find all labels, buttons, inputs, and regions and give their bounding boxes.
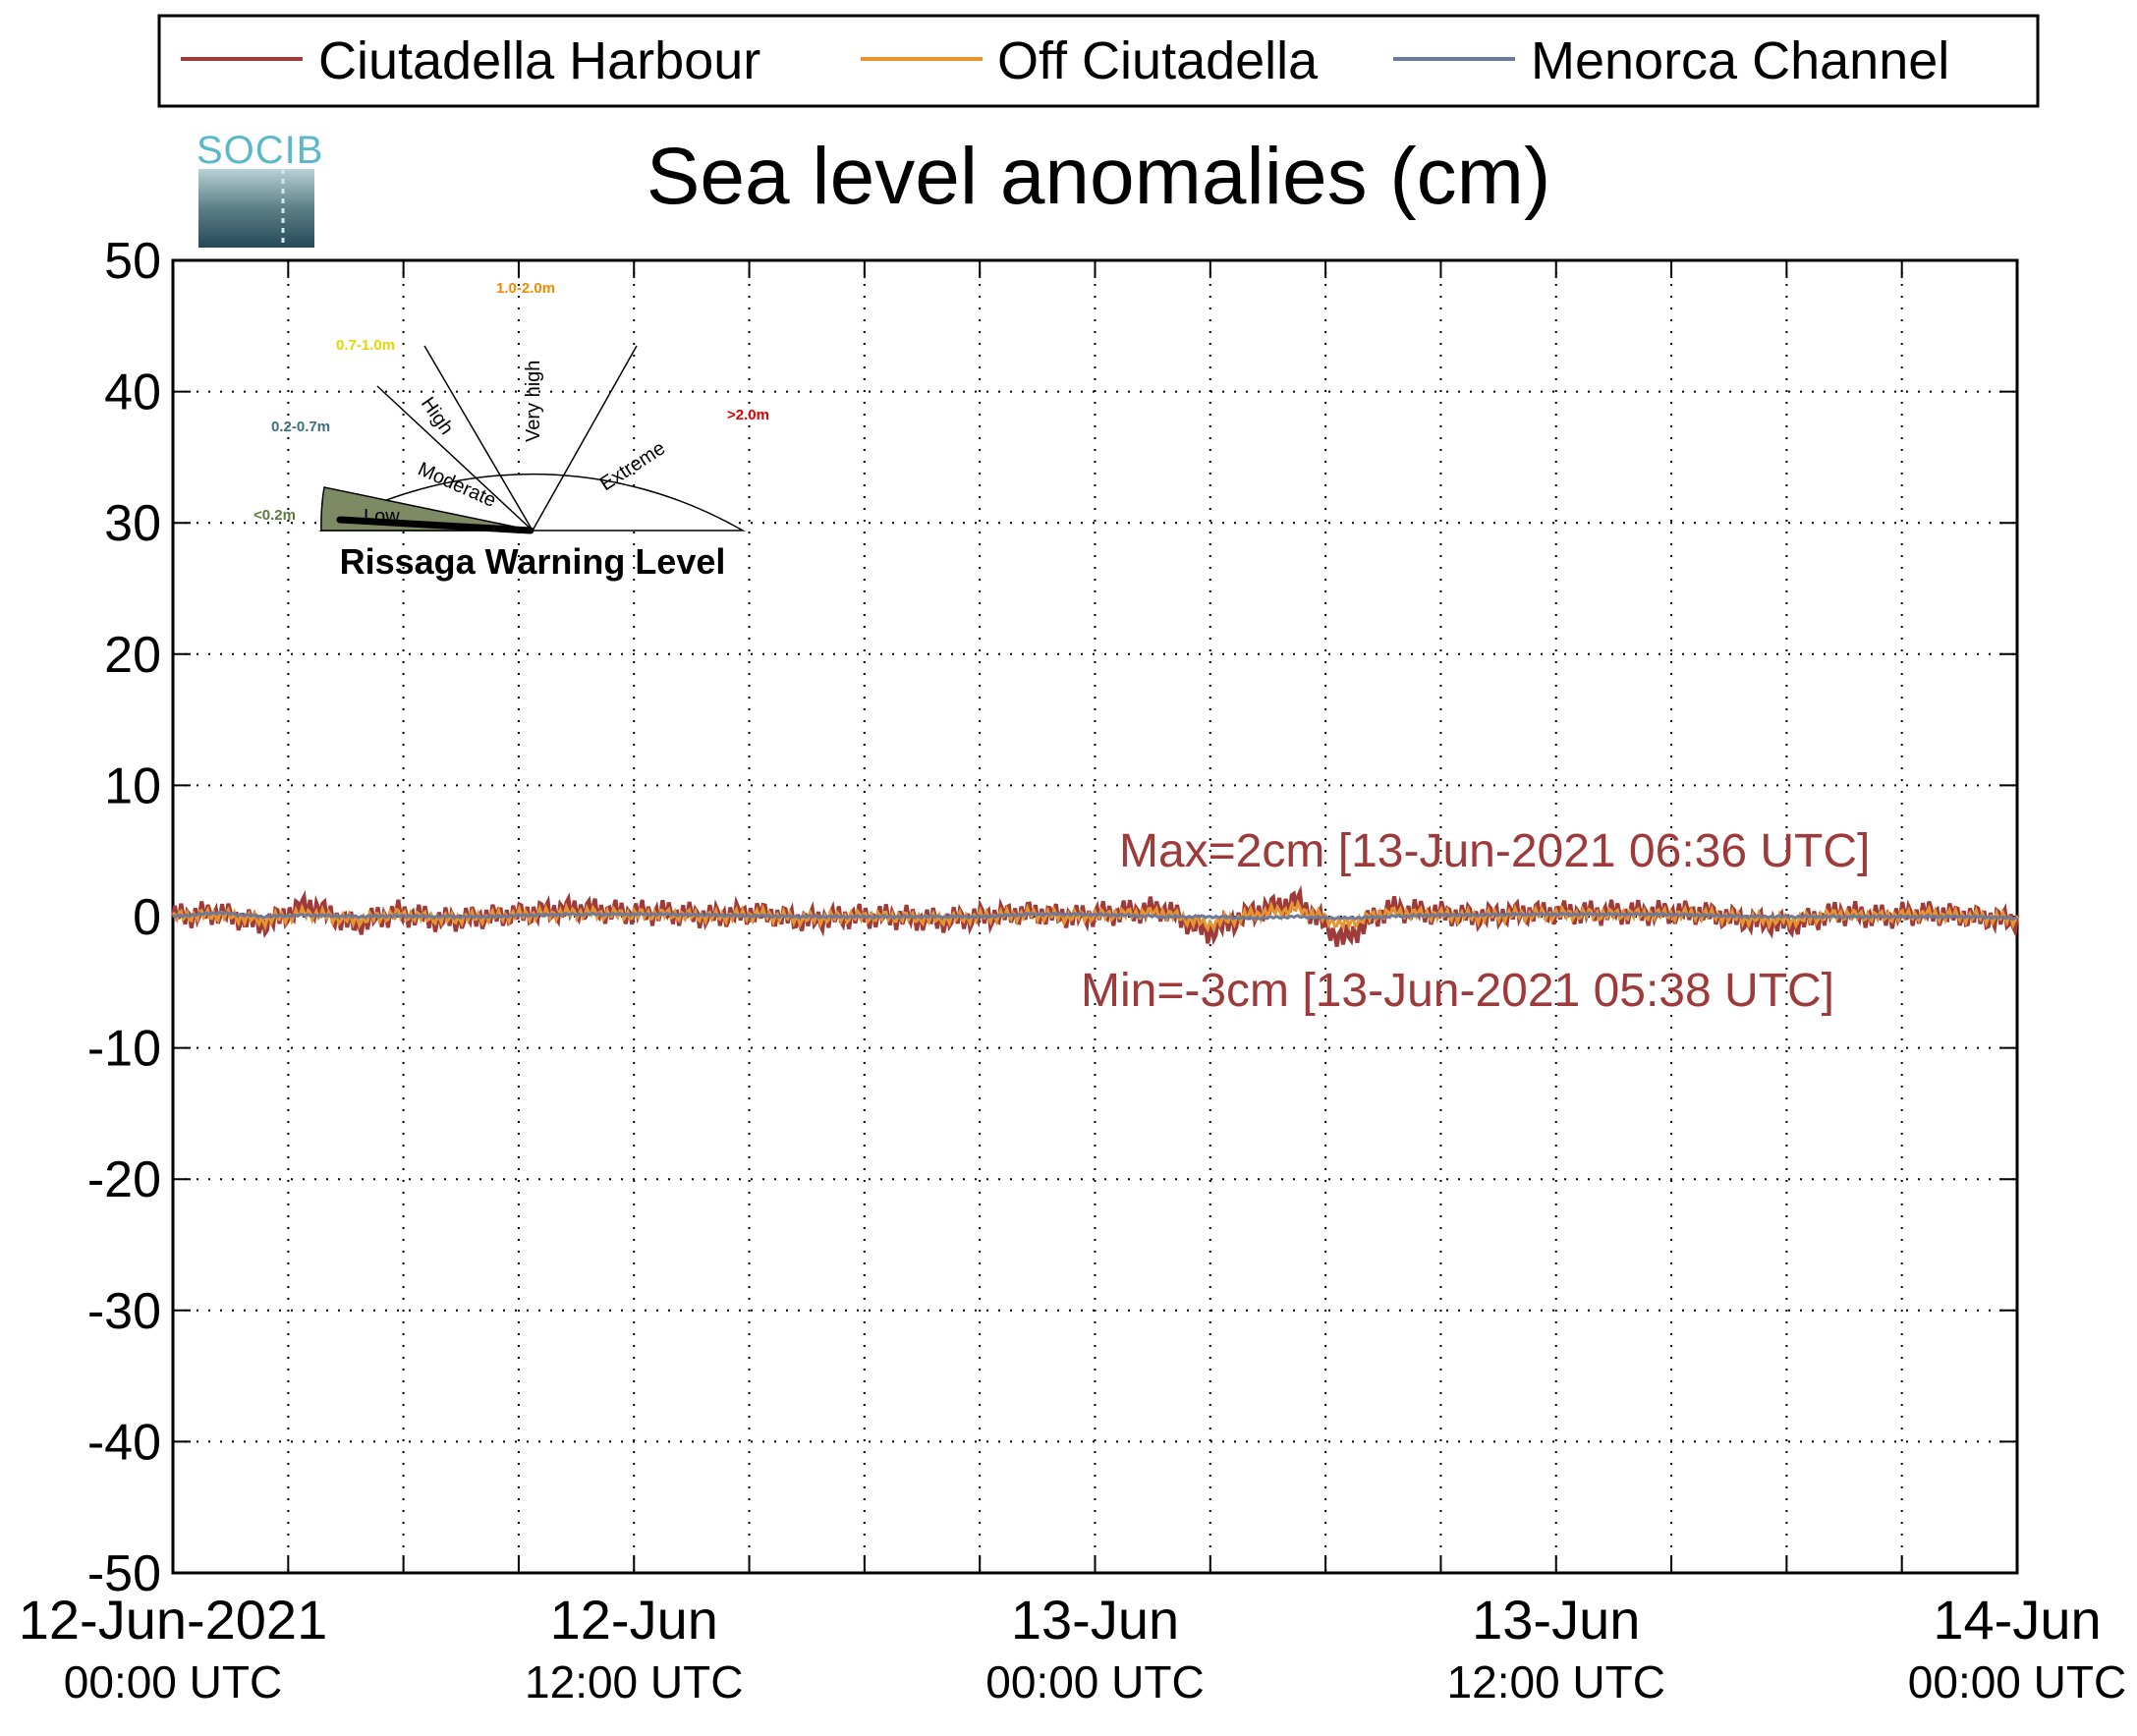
x-tick-label: 12-Jun [550,1589,718,1651]
x-tick-label: 14-Jun [1933,1589,2101,1651]
x-tick-sublabel: 12:00 UTC [525,1656,743,1708]
y-tick-label: 40 [104,364,161,421]
max-annotation: Max=2cm [13-Jun-2021 06:36 UTC] [1119,825,1870,877]
x-tick-label: 13-Jun [1011,1589,1179,1651]
y-tick-label: 0 [133,889,161,946]
gauge-range-moderate: 0.2-0.7m [271,419,330,435]
legend-box [157,14,2040,108]
legend-label-menorca-channel: Menorca Channel [1531,31,1949,90]
y-tick-label: 30 [104,495,161,552]
y-tick-label: 50 [104,233,161,290]
x-tick-label: 13-Jun [1472,1589,1640,1651]
y-tick-label: 20 [104,627,161,684]
y-tick-label: -50 [87,1545,161,1602]
gauge-range-low: <0.2m [253,507,296,524]
gauge-range-very-high: 1.0-2.0m [496,280,555,297]
socib-logo: SOCIB [197,129,323,248]
min-annotation: Min=-3cm [13-Jun-2021 05:38 UTC] [1081,965,1834,1017]
socib-logo-wave [198,169,314,248]
series-lines [171,884,2019,947]
x-tick-sublabel: 00:00 UTC [64,1656,282,1708]
legend-label-ciutadella-harbour: Ciutadella Harbour [318,31,760,90]
axes: -50-40-30-20-100102030405012-Jun-202100:… [19,233,2126,1708]
gauge-needle [336,516,534,534]
gauge-range-extreme: >2.0m [727,407,769,423]
y-tick-label: -20 [87,1151,161,1208]
chart-title: Sea level anomalies (cm) [647,132,1551,221]
y-tick-label: -30 [87,1283,161,1340]
x-tick-sublabel: 00:00 UTC [985,1656,1204,1708]
gauge-sector-very-high-label: Very high [523,361,544,442]
legend-label-off-ciutadella: Off Ciutadella [997,31,1319,90]
x-tick-sublabel: 12:00 UTC [1447,1656,1665,1708]
y-tick-label: -10 [87,1021,161,1078]
legend: Ciutadella Harbour Off Ciutadella Menorc… [157,14,2040,108]
gauge-title: Rissaga Warning Level [340,541,726,582]
series-line-menorca-channel [172,910,2018,922]
y-tick-label: 10 [104,757,161,814]
x-tick-label: 12-Jun-2021 [19,1589,327,1651]
rissaga-gauge: Low Moderate High Very high Extreme <0.2… [253,280,769,582]
socib-logo-text: SOCIB [197,129,323,172]
gauge-range-high: 0.7-1.0m [336,337,395,354]
y-tick-label: -40 [87,1414,161,1471]
x-tick-sublabel: 00:00 UTC [1908,1656,2126,1708]
